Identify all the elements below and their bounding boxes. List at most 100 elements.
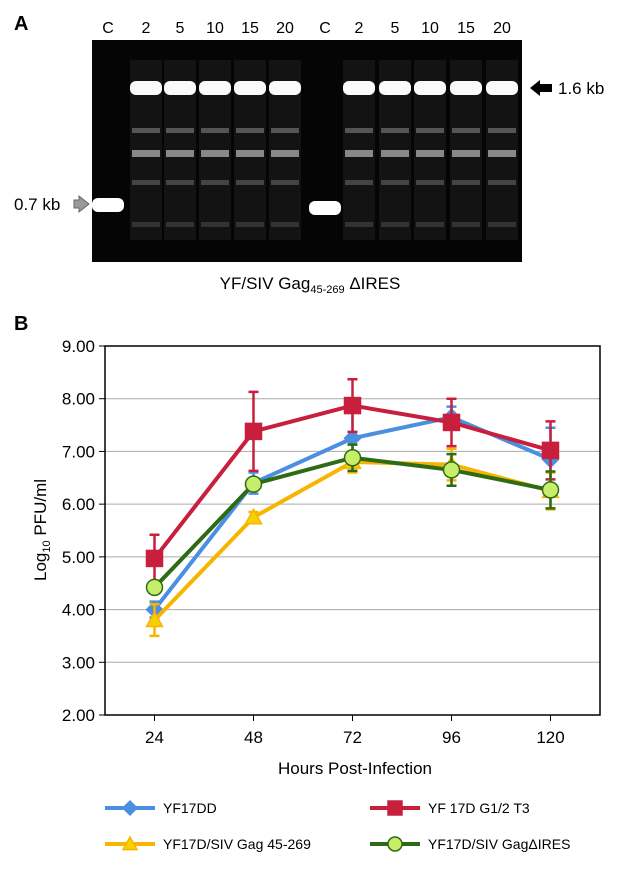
band xyxy=(166,222,194,227)
band xyxy=(234,81,266,95)
marker xyxy=(121,799,139,817)
band xyxy=(130,81,162,95)
legend-label: YF 17D G1/2 T3 xyxy=(428,800,530,816)
band xyxy=(452,180,480,185)
y-tick-label: 8.00 xyxy=(62,390,95,409)
band xyxy=(271,222,299,227)
band xyxy=(345,150,373,157)
marker xyxy=(387,800,403,816)
band xyxy=(92,198,124,212)
marker xyxy=(244,475,263,493)
marker xyxy=(442,413,461,432)
caption-sub: 45-269 xyxy=(310,284,344,296)
marker xyxy=(145,610,164,628)
plot-frame xyxy=(104,345,601,716)
band xyxy=(132,222,160,227)
y-tick-label: 9.00 xyxy=(62,337,95,356)
band xyxy=(201,150,229,157)
y-tick-label: 7.00 xyxy=(62,442,95,461)
band xyxy=(166,128,194,133)
band xyxy=(166,180,194,185)
band xyxy=(199,81,231,95)
y-tick-label: 3.00 xyxy=(62,653,95,672)
caption-text: ΔIRES xyxy=(345,274,401,293)
y-title-text: PFU/ml xyxy=(31,479,50,540)
lane-label: 2 xyxy=(355,20,364,37)
marker xyxy=(442,461,461,479)
caption-text: YF/SIV Gag xyxy=(220,274,311,293)
x-axis-title: Hours Post-Infection xyxy=(278,759,432,778)
lane-label: C xyxy=(319,20,331,37)
band xyxy=(201,180,229,185)
band xyxy=(132,150,160,157)
y-tick-label: 2.00 xyxy=(62,706,95,725)
marker xyxy=(387,836,403,852)
legend-label: YF17D/SIV GagΔIRES xyxy=(428,836,570,852)
band xyxy=(414,81,446,95)
band xyxy=(381,150,409,157)
y-tick-label: 6.00 xyxy=(62,495,95,514)
band xyxy=(271,150,299,157)
band xyxy=(271,180,299,185)
band xyxy=(452,150,480,157)
arrow xyxy=(530,80,552,96)
lane-label: 5 xyxy=(391,20,400,37)
x-tick-label: 120 xyxy=(536,728,564,747)
band xyxy=(450,81,482,95)
marker xyxy=(541,481,560,499)
lane-label: 10 xyxy=(206,20,224,37)
band xyxy=(236,150,264,157)
marker xyxy=(244,422,263,441)
lane-label: 2 xyxy=(142,20,151,37)
legend-label: YF17D/SIV Gag 45-269 xyxy=(163,836,311,852)
lane-label: 10 xyxy=(421,20,439,37)
marker xyxy=(145,549,164,568)
band xyxy=(132,180,160,185)
marker xyxy=(541,441,560,460)
band xyxy=(486,81,518,95)
band xyxy=(236,180,264,185)
x-tick-label: 72 xyxy=(343,728,362,747)
band xyxy=(416,222,444,227)
caption: YF/SIV Gag45-269 ΔIRES xyxy=(220,274,401,296)
band xyxy=(269,81,301,95)
band xyxy=(201,128,229,133)
band xyxy=(345,180,373,185)
legend-label: YF17DD xyxy=(163,800,217,816)
band xyxy=(271,128,299,133)
y-tick-label: 4.00 xyxy=(62,601,95,620)
band xyxy=(236,128,264,133)
y-title-text: Log xyxy=(31,553,50,581)
lane-label: 15 xyxy=(241,20,259,37)
band xyxy=(345,128,373,133)
band xyxy=(381,222,409,227)
marker xyxy=(121,835,139,851)
band xyxy=(381,128,409,133)
band xyxy=(236,222,264,227)
band xyxy=(381,180,409,185)
lane-label: 20 xyxy=(276,20,294,37)
y-title-sub: 10 xyxy=(41,540,53,552)
band xyxy=(379,81,411,95)
y-axis-title: Log10 PFU/ml xyxy=(31,479,53,581)
band xyxy=(164,81,196,95)
x-tick-label: 24 xyxy=(145,728,164,747)
marker-label: 0.7 kb xyxy=(14,195,60,214)
band xyxy=(132,128,160,133)
panel-label: B xyxy=(14,313,28,335)
arrow xyxy=(73,194,90,214)
lane-label: 5 xyxy=(176,20,185,37)
marker xyxy=(343,396,362,415)
x-tick-label: 48 xyxy=(244,728,263,747)
band xyxy=(166,150,194,157)
band xyxy=(343,81,375,95)
marker xyxy=(145,578,164,597)
x-tick-label: 96 xyxy=(442,728,461,747)
marker xyxy=(244,507,263,525)
band xyxy=(488,150,516,157)
band xyxy=(488,128,516,133)
band xyxy=(416,150,444,157)
band xyxy=(452,128,480,133)
band xyxy=(345,222,373,227)
